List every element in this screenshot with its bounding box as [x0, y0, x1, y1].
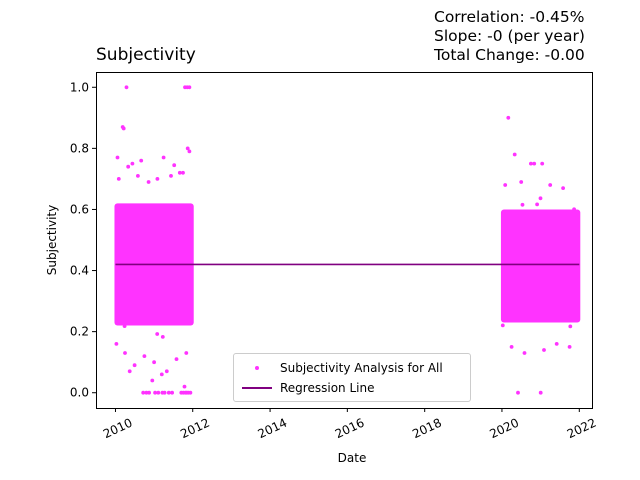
scatter-point [159, 372, 164, 377]
scatter-point [572, 207, 576, 212]
legend-line-marker [242, 380, 272, 396]
y-axis: 0.0 0.2 0.4 0.6 0.8 1.0 [70, 80, 96, 400]
scatter-point [147, 390, 152, 395]
scatter-point [568, 324, 573, 329]
scatter-point [132, 363, 137, 368]
scatter-point [529, 161, 533, 166]
scatter-point [548, 183, 553, 187]
scatter-point [136, 174, 140, 178]
scatter-point [509, 345, 514, 349]
scatter-point [170, 390, 175, 395]
legend-item-line: Regression Line [242, 380, 374, 396]
scatter-point [503, 183, 508, 187]
scatter-point [124, 85, 129, 90]
scatter-point [160, 335, 165, 339]
scatter-point [144, 390, 149, 395]
legend-scatter-marker [242, 360, 272, 376]
y-axis-label: Subjectivity [45, 205, 59, 275]
total-change-text: Total Change: -0.00 [434, 46, 585, 64]
scatter-point [538, 196, 543, 201]
legend: Subjectivity Analysis for All Regression… [233, 353, 471, 402]
scatter-point [561, 186, 565, 191]
scatter-point [184, 351, 189, 355]
scatter-point [150, 378, 155, 383]
legend-label-line: Regression Line [280, 381, 375, 395]
scatter-point [127, 369, 132, 374]
scatter-point [142, 354, 147, 358]
scatter-point [500, 323, 505, 328]
scatter-point [164, 369, 169, 374]
correlation-text: Correlation: -0.45% [434, 8, 585, 26]
scatter-point [130, 161, 135, 166]
scatter-point [122, 324, 127, 328]
scatter-point [146, 180, 151, 184]
x-axis-label: Date [338, 451, 367, 465]
y-tick-label: 0.2 [70, 325, 89, 339]
scatter-point [182, 384, 187, 389]
y-tick-label: 0.4 [70, 264, 89, 278]
scatter-point [115, 155, 120, 160]
y-tick-label: 1.0 [70, 80, 89, 94]
scatter-point [519, 180, 524, 184]
scatter-point [141, 390, 146, 395]
scatter-point [532, 161, 537, 166]
scatter-point [542, 348, 546, 352]
scatter-point [166, 390, 171, 395]
scatter-point [121, 126, 126, 131]
scatter-point [567, 345, 572, 349]
scatter-point [520, 202, 525, 207]
stats-block: Correlation: -0.45% Slope: -0 (per year)… [434, 8, 585, 65]
scatter-point [506, 115, 511, 120]
scatter-point [538, 390, 543, 395]
plot-frame [96, 72, 593, 409]
scatter-point [188, 390, 193, 395]
scatter-point [185, 146, 190, 151]
scatter-point [123, 351, 127, 355]
scatter-point [126, 164, 131, 169]
scatter-point [153, 390, 158, 395]
y-tick-label: 0.8 [70, 141, 89, 155]
slope-text: Slope: -0 (per year) [434, 27, 585, 45]
scatter-point [162, 390, 167, 395]
scatter-point [187, 85, 192, 90]
y-tick-label: 0.0 [70, 386, 89, 400]
scatter-point [114, 342, 119, 346]
scatter-point [554, 342, 559, 346]
scatter-point [116, 177, 121, 181]
y-tick-label: 0.6 [70, 202, 89, 216]
scatter-point [177, 170, 182, 175]
legend-item-scatter: Subjectivity Analysis for All [242, 360, 443, 376]
scatter-point [172, 163, 177, 168]
scatter-point [187, 149, 192, 154]
scatter-point [155, 177, 160, 181]
scatter-point [139, 158, 144, 163]
scatter-point [540, 161, 545, 166]
scatter-point [155, 332, 160, 336]
scatter-cluster-core [500, 209, 581, 323]
scatter-point [535, 202, 539, 207]
scatter-point [522, 351, 527, 355]
scatter-point [161, 155, 166, 160]
scatter-point [156, 390, 161, 395]
scatter-point [152, 360, 157, 365]
legend-label-scatter: Subjectivity Analysis for All [280, 361, 443, 375]
scatter-point [516, 390, 520, 395]
chart-title: Subjectivity [96, 45, 196, 65]
scatter-point [174, 357, 179, 361]
scatter-point [512, 152, 517, 157]
scatter-point [169, 174, 173, 178]
scatter-point [181, 170, 185, 175]
